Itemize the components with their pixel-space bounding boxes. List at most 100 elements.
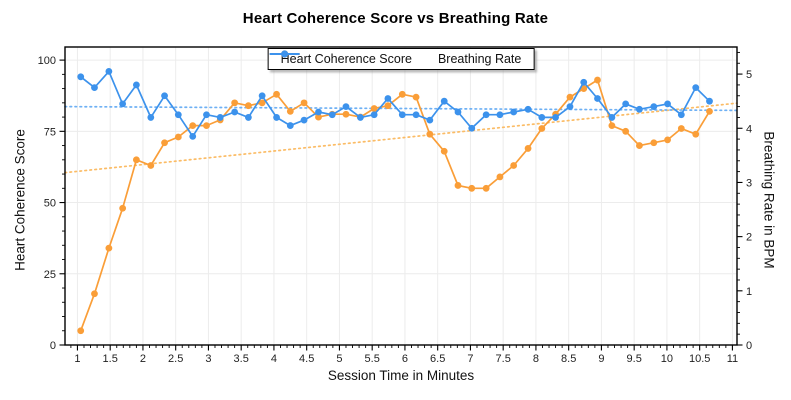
y-left-tick-label: 50 [44,198,56,210]
heart-coherence-score-marker [132,156,140,164]
y-left-tick-label: 100 [38,55,56,67]
tick-labels: 1 1.5 2 2.5 3 3.5 4 4.5 5 5.5 6 6.5 7 7.5 8 8.5 9 9.5 10 10… [38,55,752,365]
heart-coherence-score-marker [203,122,210,130]
breathing-rate-marker [440,97,448,105]
heart-coherence-score-marker [119,204,127,212]
x-tick-label: 11 [727,353,738,365]
y-right-tick-label: 3 [746,177,752,189]
x-tick-label: 4.5 [299,353,314,365]
y-left-tick-label: 75 [44,126,56,138]
heart-coherence-score-marker [594,76,601,84]
x-tick-label: 1.5 [103,353,118,365]
heart-coherence-score-marker [174,133,182,141]
x-tick-label: 8 [533,353,539,365]
breathing-rate-marker [580,78,588,86]
breathing-rate-marker [636,105,643,113]
heart-coherence-score-marker [664,136,671,144]
y-right-tick-label: 4 [746,123,752,135]
breathing-rate-marker [426,116,434,124]
breathing-rate-marker [77,73,85,81]
heart-coherence-score-marker [244,102,252,110]
x-tick-label: 7.5 [496,353,511,365]
breathing-rate-marker [622,100,630,108]
breathing-rate-marker [105,67,113,75]
heart-coherence-score-marker [147,162,155,169]
heart-coherence-score-marker [454,182,462,189]
heart-coherence-score-marker [384,102,392,110]
legend-item-breathing-rate[interactable]: Breathing Rate [269,50,521,66]
breathing-rate-marker [692,84,700,92]
x-tick-label: 3.5 [234,353,249,365]
breathing-rate-marker [328,111,336,119]
breathing-rate-marker [664,100,671,108]
heart-coherence-score-marker [426,130,434,138]
breathing-rate-marker [398,111,406,119]
breathing-rate-marker [91,84,98,92]
breathing-rate-marker [538,114,546,121]
breathing-rate-marker [174,111,182,119]
breathing-rate-marker [468,124,476,132]
heart-coherence-score-marker [398,90,406,98]
y-axis-title-right: Breathing Rate in BPM [761,131,777,269]
heart-coherence-score-marker [300,99,308,107]
heart-coherence-score-line [79,79,711,332]
chart-title: Heart Coherence Score vs Breathing Rate [242,10,549,27]
x-tick-label: 5.5 [365,353,380,365]
breathing-rate-marker [216,114,224,121]
heart-coherence-score-marker [636,142,643,149]
y-right-tick-label: 2 [746,232,752,244]
breathing-rate-marker [552,114,559,121]
y-left-tick-label: 0 [50,340,56,352]
y-axis-title-left: Heart Coherence Score [12,129,28,271]
x-tick-label: 9 [598,353,604,365]
breathing-rate-marker [315,108,322,116]
heart-coherence-score-marker [161,139,168,147]
breathing-rate-marker [608,114,616,121]
heart-coherence-score-marker [286,107,294,115]
heart-coherence-score-marker [273,90,280,98]
breathing-rate-marker [650,103,658,110]
breathing-rate-marker [273,114,280,121]
breathing-rate-marker [356,114,364,121]
x-tick-label: 10 [661,353,673,365]
heart-coherence-score-marker [468,184,476,192]
heart-coherence-score-marker [524,145,532,152]
breathing-rate-marker [231,108,239,116]
x-tick-label: 2 [140,353,146,365]
heart-coherence-score-marker [105,244,113,252]
breathing-rate-marker [566,103,574,110]
legend-line-marker-blue [269,50,300,58]
y-right-tick-label: 1 [746,286,752,298]
breathing-rate-marker [244,114,252,121]
x-tick-label: 8.5 [561,353,576,365]
breathing-rate-marker [119,100,127,108]
heart-coherence-score-marker [440,147,448,155]
heart-coherence-score-marker [258,99,266,107]
breathing-rate-marker [203,111,210,119]
breathing-rate-marker [132,81,140,89]
heart-coherence-score-marker [91,290,98,298]
heart-coherence-score-marker [412,93,420,101]
breathing-rate-marker [510,108,518,116]
breathing-rate-marker [258,92,266,100]
heart-coherence-score-marker [370,105,378,112]
x-tick-label: 6.5 [430,353,445,365]
x-tick-label: 10.5 [689,353,710,365]
axis-ticks [59,51,743,351]
x-tick-label: 9.5 [627,353,642,365]
breathing-rate-marker [454,108,462,116]
x-tick-label: 5 [336,353,342,365]
breathing-rate-marker [300,116,308,124]
heart-coherence-score-marker [538,125,546,132]
heart-coherence-score-marker [650,139,658,147]
breathing-rate-marker [677,111,685,119]
x-tick-label: 3 [205,353,211,365]
heart-coherence-score-marker [608,122,616,130]
breathing-rate-marker [286,122,294,129]
heart-coherence-score-marker [342,110,350,118]
breathing-rate-marker [594,95,601,102]
breathing-rate-marker [370,111,378,119]
x-tick-label: 2.5 [168,353,183,365]
heart-coherence-score-marker [692,130,700,138]
